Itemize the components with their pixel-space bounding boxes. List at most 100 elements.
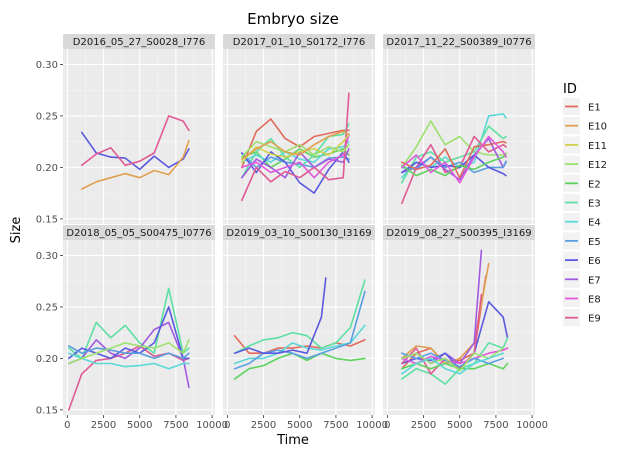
y-tick-label: 0.25: [36, 111, 58, 122]
facet-panel: D2017_01_10_S0172_I776: [223, 34, 375, 224]
series-line-e3: [400, 125, 507, 184]
legend-item-e2: E2: [563, 174, 601, 192]
legend-label: E6: [588, 256, 601, 267]
facet-panel: D2016_05_27_S0028_I776 0.15 0.20 0.25 0.30: [36, 34, 215, 225]
series-line-e5: [68, 345, 190, 360]
series-group: [81, 115, 190, 190]
facet-strip-label: D2019_08_27_S00395_I3169: [386, 228, 531, 239]
series-group: [68, 287, 190, 411]
x-tick-label: 5000: [127, 420, 152, 431]
x-tick-label: 2500: [91, 420, 116, 431]
series-line-e5: [400, 352, 505, 368]
legend-label: E10: [588, 122, 607, 133]
legend-item-e5: E5: [563, 232, 601, 250]
legend-title: ID: [563, 82, 577, 97]
series-group: [400, 113, 507, 205]
y-tick-label: 0.20: [36, 163, 58, 174]
series-line-e12: [241, 140, 350, 158]
y-tick-label: 0.30: [36, 251, 58, 262]
series-line-e9: [68, 345, 190, 411]
chart-title: Embryo size: [247, 10, 339, 28]
facet-strip: [383, 34, 535, 49]
facet-strip-label: D2017_01_10_S0172_I776: [233, 37, 365, 48]
facet-panel: D2019_03_10_S00130_I3169 0 2500 5000 7500 100…: [223, 225, 388, 431]
legend-label: E9: [588, 314, 601, 325]
facet-strip: [63, 34, 215, 49]
legend-item-e1: E1: [563, 98, 601, 115]
legend-label: E3: [588, 199, 601, 210]
facet-panel: D2019_08_27_S00395_I3169 0 2500 5000 7500 100…: [383, 225, 548, 431]
legend: ID E1 E10 E11 E12 E2 E3 E4 E5 E6 E7 E8 E9: [563, 82, 607, 327]
series-line-e12: [400, 120, 507, 169]
legend-label: E7: [588, 275, 601, 286]
x-tick-label: 0: [224, 420, 230, 431]
series-line-e5: [233, 290, 366, 370]
series-line-e1: [241, 118, 350, 169]
legend-item-e4: E4: [563, 213, 601, 231]
y-tick-label: 0.25: [36, 302, 58, 313]
legend-item-e10: E10: [563, 117, 607, 135]
x-tick-label: 0: [384, 420, 390, 431]
legend-label: E4: [588, 218, 601, 229]
y-tick-label: 0.15: [36, 405, 58, 416]
series-line-e4: [400, 352, 505, 375]
series-line-e8: [241, 133, 350, 179]
series-line-e8: [400, 135, 507, 184]
legend-item-e7: E7: [563, 270, 601, 288]
facet-strip: [63, 225, 215, 240]
series-line-e4: [68, 352, 190, 370]
plot-background: [383, 240, 535, 415]
facet-strip: [223, 34, 375, 49]
legend-label: E2: [588, 179, 601, 190]
panels-layer: D2016_05_27_S0028_I7760.150.200.250.30D2…: [36, 34, 548, 431]
series-line-e3: [241, 123, 350, 179]
plot-background: [223, 240, 375, 415]
facet-panel: D2018_05_05_S00475_I0776 0.15 0.20 0.25 0.30…: [36, 225, 228, 431]
legend-item-e9: E9: [563, 309, 601, 327]
series-line-e11: [241, 133, 350, 163]
y-tick-label: 0.30: [36, 60, 58, 71]
series-line-e9: [241, 92, 350, 202]
series-group: [400, 249, 509, 385]
legend-item-e11: E11: [563, 136, 607, 154]
y-tick-label: 0.15: [36, 214, 58, 225]
series-line-e1: [400, 140, 507, 179]
series-line-e10: [81, 139, 190, 190]
x-tick-label: 10000: [356, 420, 388, 431]
series-line-e2: [400, 154, 507, 177]
series-line-e9: [81, 115, 190, 167]
facet-strip-label: D2017_11_22_S00389_I0776: [386, 37, 531, 48]
legend-item-e8: E8: [563, 290, 601, 307]
y-tick-label: 0.20: [36, 354, 58, 365]
facet-strip-label: D2016_05_27_S0028_I776: [73, 37, 205, 48]
series-line-e12: [68, 339, 190, 365]
legend-item-e3: E3: [563, 194, 601, 211]
x-tick-label: 2500: [411, 420, 436, 431]
x-tick-label: 5000: [447, 420, 472, 431]
legend-item-e6: E6: [563, 251, 601, 269]
facet-panel: D2017_11_22_S00389_I0776: [383, 34, 535, 224]
series-line-e6: [400, 154, 507, 177]
series-line-e5: [400, 156, 507, 174]
legend-label: E1: [588, 103, 601, 114]
legend-label: E8: [588, 295, 601, 306]
x-tick-label: 5000: [287, 420, 312, 431]
facet-strip-label: D2018_05_05_S00475_I0776: [66, 228, 211, 239]
facet-strip: [223, 225, 375, 240]
x-tick-label: 7500: [163, 420, 188, 431]
series-line-e2: [400, 362, 509, 370]
plot-background: [63, 240, 215, 415]
legend-label: E12: [588, 160, 607, 171]
legend-item-e12: E12: [563, 155, 607, 173]
series-group: [233, 277, 366, 380]
plot-background: [63, 49, 215, 224]
x-tick-label: 10000: [516, 420, 548, 431]
series-group: [241, 92, 350, 202]
facet-strip: [383, 225, 535, 240]
x-tick-label: 0: [64, 420, 70, 431]
series-line-e3: [68, 287, 190, 360]
series-line-e3: [233, 279, 366, 355]
legend-label: E5: [588, 237, 601, 248]
series-line-e10: [241, 130, 350, 160]
